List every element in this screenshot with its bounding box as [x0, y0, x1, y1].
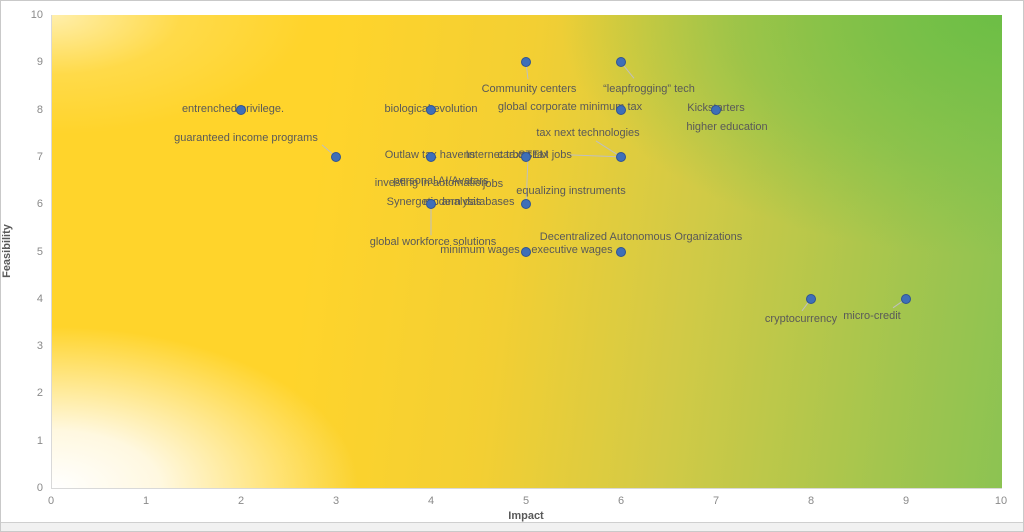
data-point-marker[interactable]	[806, 293, 816, 304]
data-point-label: jobs	[482, 178, 504, 191]
data-point-label: personal AI/Avatars	[393, 175, 489, 188]
data-point-marker[interactable]	[616, 104, 626, 115]
x-tick-label: 7	[712, 495, 720, 507]
y-tick-label: 9	[36, 56, 43, 69]
y-tick-label: 7	[36, 150, 43, 163]
data-point-label: Decentralized Autonomous Organizations	[539, 230, 743, 243]
data-point-label: STEM jobs	[518, 148, 572, 161]
data-point-marker[interactable]	[426, 104, 436, 115]
data-point-label: guaranteed income programs	[174, 131, 318, 144]
y-tick-label: 5	[36, 245, 43, 258]
data-point-label: Internet taxes	[465, 148, 533, 161]
data-point-marker[interactable]	[616, 246, 626, 257]
data-point-label: higher education	[686, 120, 768, 133]
x-tick-label: 6	[617, 495, 625, 507]
data-point-label: Community centers	[481, 83, 577, 96]
y-axis-title: Feasibility	[1, 224, 13, 278]
data-point-marker[interactable]	[521, 199, 531, 210]
data-point-marker[interactable]	[616, 57, 626, 68]
x-tick-label: 1	[142, 495, 150, 507]
x-tick-label: 5	[522, 495, 530, 507]
data-point-label: equalizing instruments	[516, 185, 626, 198]
data-point-marker[interactable]	[426, 199, 436, 210]
x-tick-label: 10	[994, 495, 1008, 507]
data-point-marker[interactable]	[236, 104, 246, 115]
x-tick-label: 9	[902, 495, 910, 507]
x-tick-label: 0	[47, 495, 55, 507]
y-tick-label: 0	[36, 482, 43, 494]
y-tick-label: 3	[36, 340, 43, 353]
data-point-marker[interactable]	[521, 246, 531, 257]
data-point-label: modern databases	[423, 196, 515, 209]
y-tick-label: 4	[36, 292, 43, 305]
data-point-label: tax next technologies	[536, 126, 640, 139]
chart-bottom-border	[1, 522, 1023, 531]
data-point-label: executive wages	[531, 243, 613, 256]
y-tick-label: 1	[36, 434, 43, 447]
data-point-marker[interactable]	[901, 293, 911, 304]
x-tick-label: 3	[332, 495, 340, 507]
data-point-label: investing in automation	[374, 177, 488, 190]
y-tick-label: 8	[36, 103, 43, 116]
x-axis-title: Impact	[508, 510, 544, 522]
x-tick-label: 2	[237, 495, 245, 507]
x-tick-label: 8	[807, 495, 815, 507]
data-point-label: global corporate minimum tax	[497, 100, 643, 113]
data-point-label: cryptocurrency	[764, 312, 838, 325]
data-point-label: global workforce solutions	[369, 236, 497, 249]
data-point-marker[interactable]	[711, 104, 721, 115]
data-point-label: minimum wages	[440, 243, 520, 256]
data-point-marker[interactable]	[331, 151, 341, 162]
data-point-marker[interactable]	[616, 151, 626, 162]
data-point-label: entrenched privilege.	[181, 102, 285, 115]
data-point-marker[interactable]	[426, 151, 436, 162]
data-point-label: micro-credit	[843, 309, 901, 322]
data-point-marker[interactable]	[521, 151, 531, 162]
data-point-marker[interactable]	[521, 57, 531, 68]
y-tick-label: 6	[36, 198, 43, 211]
data-point-label: “leapfrogging” tech	[603, 83, 695, 96]
x-tick-label: 4	[427, 495, 435, 507]
y-tick-label: 10	[30, 9, 43, 21]
y-tick-label: 2	[36, 387, 43, 400]
